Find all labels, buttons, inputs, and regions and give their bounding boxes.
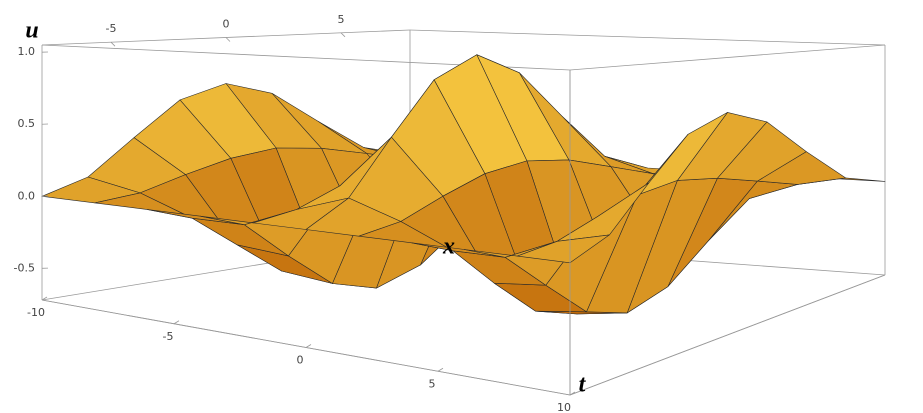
x-tick-label: 0 xyxy=(223,18,230,31)
x-tick-label: -5 xyxy=(106,22,117,35)
z-tick-label: 0.5 xyxy=(18,117,36,130)
box-edge xyxy=(569,44,886,71)
t-tick-label: -5 xyxy=(163,330,174,343)
box-edge xyxy=(569,274,886,396)
z-tick-label: 1.0 xyxy=(18,45,36,58)
box-edge xyxy=(41,299,571,396)
t-tick xyxy=(173,320,180,325)
x-tick-label: 5 xyxy=(338,13,345,26)
x-tick xyxy=(340,32,346,38)
x-tick xyxy=(110,41,116,47)
x-tick xyxy=(225,37,231,42)
t-tick-label: 0 xyxy=(297,354,304,367)
t-tick xyxy=(41,296,48,301)
surface xyxy=(41,54,886,315)
box-edge xyxy=(409,29,886,46)
t-tick-label: -10 xyxy=(27,306,45,319)
z-tick-label: 0.0 xyxy=(18,189,36,202)
t-axis-label: t xyxy=(579,372,587,398)
t-tick-label: 10 xyxy=(557,401,571,413)
t-tick xyxy=(437,367,444,372)
surface-patch xyxy=(516,234,610,264)
t-tick-label: 5 xyxy=(429,377,436,390)
z-tick-label: -0.5 xyxy=(14,261,35,274)
t-tick xyxy=(305,344,312,348)
z-axis-label: u xyxy=(25,18,38,44)
x-axis-label: x xyxy=(442,234,455,260)
